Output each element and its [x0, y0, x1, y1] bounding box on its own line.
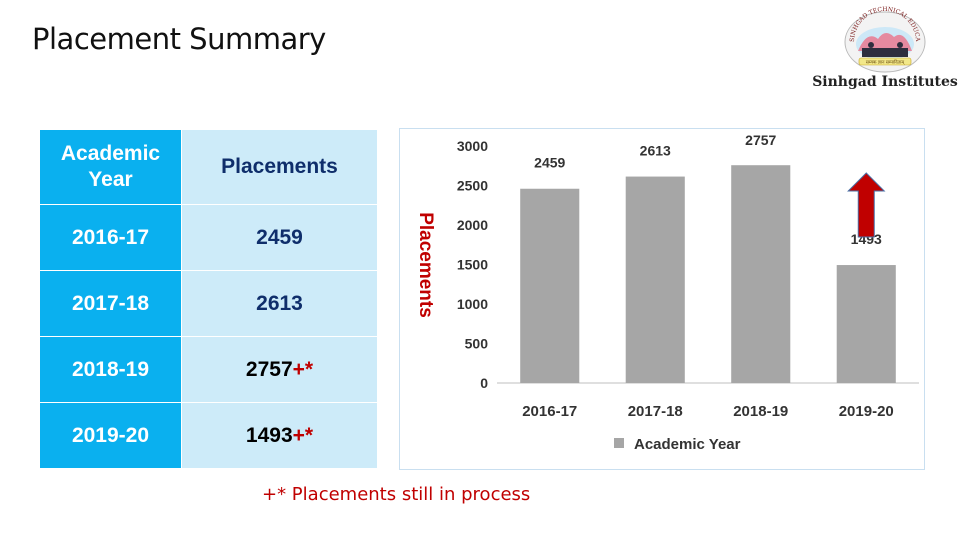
sinhgad-logo: SINHGAD TECHNICAL EDUCATION SOCIETY, PUN…: [809, 0, 958, 96]
table-row: 2018-19 2757+*: [39, 336, 378, 403]
row-year: 2016-17: [39, 204, 182, 271]
y-tick-label: 2000: [457, 217, 488, 233]
row-value: 2459: [256, 225, 303, 249]
y-tick-label: 3000: [457, 138, 488, 154]
data-label: 2613: [640, 143, 671, 159]
row-mark: +*: [292, 357, 314, 381]
legend-label: Academic Year: [634, 436, 741, 453]
table-header-row: Academic Year Placements: [39, 129, 378, 205]
y-tick-label: 2500: [457, 178, 488, 194]
row-value-cell: 2757+*: [181, 336, 378, 403]
row-year: 2017-18: [39, 270, 182, 337]
logo-motto: सम्यक ज्ञान सम्पादिताम्: [866, 59, 905, 66]
bar: [836, 265, 896, 383]
row-value-cell: 2613: [181, 270, 378, 337]
row-mark: +*: [292, 423, 314, 447]
bar-chart: 0 500 1000 1500 2000 2500 3000 2459 2016-17 2613 2…: [415, 132, 919, 453]
x-tick-label: 2017-18: [628, 403, 683, 420]
y-tick-label: 0: [480, 375, 488, 391]
bar: [731, 165, 791, 383]
row-year: 2018-19: [39, 336, 182, 403]
row-value-cell: 2459: [181, 204, 378, 271]
footnote: +* Placements still in process: [262, 484, 531, 505]
header-placements: Placements: [181, 129, 378, 205]
placements-chart: 0 500 1000 1500 2000 2500 3000 2459 2016-17 2613 2…: [399, 128, 925, 470]
row-value-cell: 1493+*: [181, 402, 378, 469]
x-tick-label: 2019-20: [839, 403, 894, 420]
table-row: 2019-20 1493+*: [39, 402, 378, 469]
table-row: 2016-17 2459: [39, 204, 378, 271]
x-tick-label: 2018-19: [733, 403, 788, 420]
logo-name: Sinhgad Institutes: [812, 74, 958, 90]
logo-emblem-icon: SINHGAD TECHNICAL EDUCATION SOCIETY, PUN…: [809, 0, 926, 73]
row-value: 2613: [256, 291, 303, 315]
row-value: 2757: [245, 357, 293, 381]
row-year: 2019-20: [39, 402, 182, 469]
up-arrow-icon: [847, 172, 886, 238]
slide-title: Placement Summary: [32, 22, 326, 56]
bar: [520, 188, 580, 383]
x-tick-label: 2016-17: [522, 403, 577, 420]
header-academic-year: Academic Year: [39, 129, 182, 205]
data-label: 2757: [745, 132, 776, 148]
y-tick-label: 1500: [457, 257, 488, 273]
data-label: 2459: [534, 155, 565, 171]
y-axis-title: Placements: [415, 212, 436, 318]
legend-swatch: [614, 438, 624, 448]
bar: [625, 176, 685, 383]
y-tick-label: 500: [465, 336, 489, 352]
row-value: 1493: [245, 423, 293, 447]
y-tick-label: 1000: [457, 296, 488, 312]
table-row: 2017-18 2613: [39, 270, 378, 337]
placement-table: Academic Year Placements 2016-17 2459 20…: [39, 129, 378, 469]
